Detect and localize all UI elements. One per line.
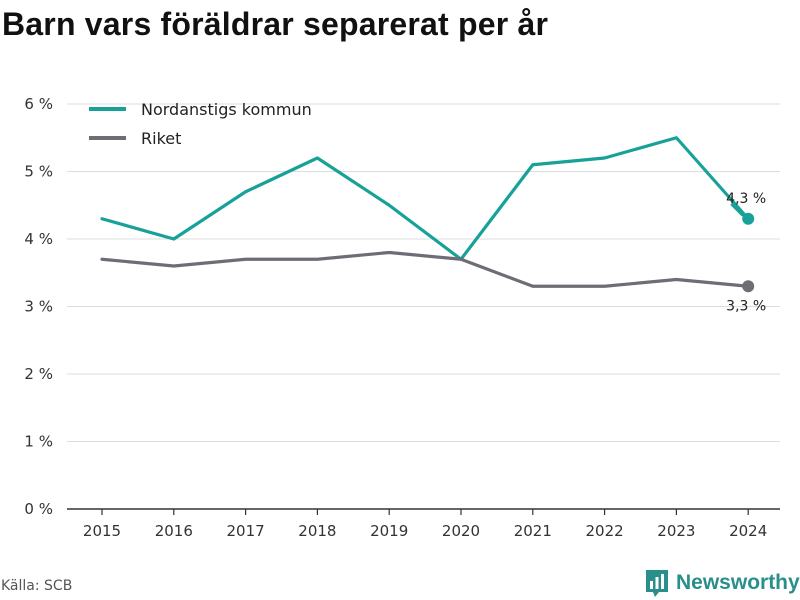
x-tick-label: 2016 (155, 522, 193, 540)
y-tick-label: 0 % (24, 500, 53, 518)
brand-logo[interactable]: Newsworthy (644, 568, 800, 598)
legend-label: Nordanstigs kommun (141, 100, 312, 119)
y-tick-label: 4 % (24, 230, 53, 248)
x-tick-label: 2021 (514, 522, 552, 540)
end-value-label: 4,3 % (726, 191, 766, 207)
source-note: Källa: SCB (1, 578, 73, 594)
series-line-1 (100, 250, 750, 288)
brand-name: Newsworthy (676, 571, 800, 594)
x-tick-label: 2022 (586, 522, 624, 540)
y-axis-ticks: 0 % 1 % 2 % 3 % 4 % 5 % 6 % (24, 95, 53, 518)
end-point-0 (742, 212, 755, 225)
y-tick-label: 3 % (24, 298, 53, 316)
end-markers: 4,3 % 3,3 % (726, 191, 766, 315)
bar-chart-logo-icon (646, 570, 668, 597)
x-tick-label: 2019 (370, 522, 408, 540)
y-tick-label: 5 % (24, 163, 53, 181)
y-tick-label: 6 % (24, 95, 53, 113)
legend-label: Riket (141, 129, 181, 148)
legend: Nordanstigs kommun Riket (89, 100, 312, 148)
gridlines (67, 103, 780, 442)
x-tick-label: 2015 (83, 522, 121, 540)
x-tick-label: 2017 (227, 522, 265, 540)
x-tick-label: 2020 (442, 522, 480, 540)
end-point-1 (742, 280, 755, 293)
x-tick-label: 2024 (729, 522, 767, 540)
end-label-leader (730, 203, 744, 217)
y-tick-label: 1 % (24, 433, 53, 451)
y-tick-label: 2 % (24, 365, 53, 383)
chart-title: Barn vars föräldrar separerat per år (2, 6, 549, 42)
x-tick-label: 2018 (298, 522, 336, 540)
x-tick-label: 2023 (657, 522, 695, 540)
series-lines (100, 136, 750, 288)
series-line-0 (100, 136, 750, 261)
end-value-label: 3,3 % (726, 298, 766, 314)
x-axis: 2015 2016 2017 2018 2019 2020 2021 2022 2023 2024 (67, 508, 780, 540)
